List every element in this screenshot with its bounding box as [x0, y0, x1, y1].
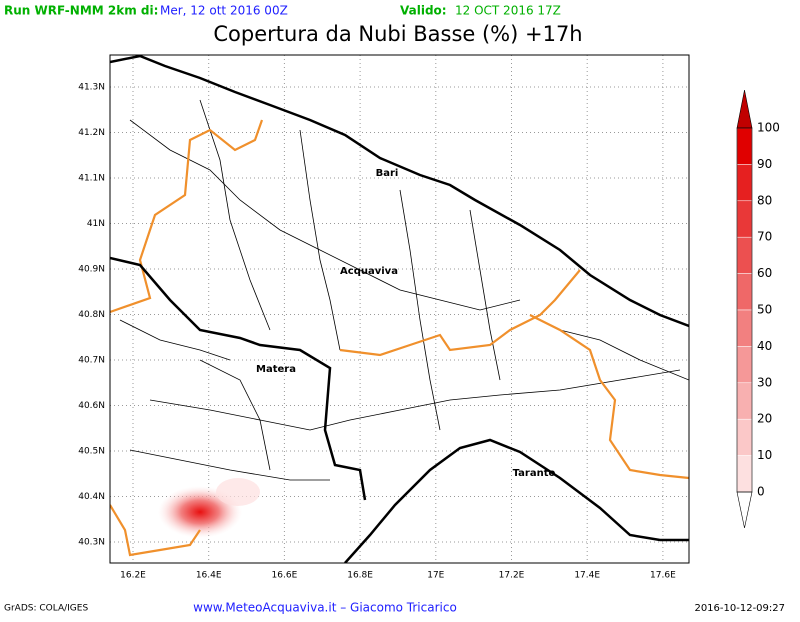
run-label: Run WRF-NMM 2km di: — [4, 4, 158, 18]
lat-label: 40.6N — [78, 401, 105, 411]
valid-label: Valido: — [400, 4, 447, 18]
lon-label: 17E — [427, 571, 444, 581]
lon-label: 17.6E — [650, 571, 676, 581]
lat-label: 41N — [87, 219, 105, 229]
colorbar-label: 0 — [757, 485, 765, 499]
colorbar-label: 100 — [757, 121, 780, 135]
map-body — [110, 55, 689, 563]
colorbar-label: 20 — [757, 412, 772, 426]
lon-label: 16.6E — [272, 571, 298, 581]
colorbar-box — [736, 273, 753, 311]
municipal-borders — [119, 99, 689, 481]
coastline — [110, 55, 689, 563]
colorbar-label: 70 — [757, 230, 772, 244]
colorbar-box — [736, 236, 753, 274]
cloud-area — [216, 478, 260, 506]
lat-label: 41.3N — [78, 83, 105, 93]
city-label: Acquaviva — [340, 266, 398, 277]
lat-label: 41.2N — [78, 128, 105, 138]
lat-label: 40.8N — [78, 310, 105, 320]
map-frame — [109, 54, 690, 564]
map-title: Copertura da Nubi Basse (%) +17h — [213, 22, 582, 46]
lon-label: 17.4E — [574, 571, 600, 581]
footer-right: 2016-10-12-09:27 — [694, 603, 785, 614]
colorbar-box — [736, 127, 753, 165]
footer-left: GrADS: COLA/IGES — [4, 604, 88, 614]
colorbar-box — [736, 309, 753, 347]
lat-label: 41.1N — [78, 174, 105, 184]
city-label: Taranto — [513, 468, 556, 479]
lat-label: 40.3N — [78, 538, 105, 548]
colorbar-label: 10 — [757, 448, 772, 462]
lat-label: 40.7N — [78, 356, 105, 366]
colorbar-label: 60 — [757, 266, 772, 280]
footer-center: www.MeteoAcquaviva.it – Giacomo Tricaric… — [193, 601, 457, 615]
colorbar-label: 40 — [757, 339, 772, 353]
colorbar-box — [736, 382, 753, 420]
colorbar-label: 80 — [757, 193, 772, 207]
lon-label: 17.2E — [499, 571, 525, 581]
axis-labels: 41.3N 41.2N 41.1N 41N 40.9N 40.8N 40.7N 40.6N 40… — [78, 83, 676, 581]
colorbar-label: 50 — [757, 303, 772, 317]
colorbar-box — [736, 164, 753, 202]
lat-label: 40.9N — [78, 265, 105, 275]
lat-label: 40.4N — [78, 492, 105, 502]
lon-label: 16.4E — [196, 571, 222, 581]
colorbar-frame — [736, 127, 753, 493]
lon-label: 16.8E — [347, 571, 373, 581]
colorbar-label: 30 — [757, 375, 772, 389]
colorbar-box — [736, 346, 753, 384]
colorbar-bottom — [736, 491, 753, 529]
valid-date: 12 OCT 2016 17Z — [455, 4, 561, 18]
colorbar-box — [736, 200, 753, 238]
city-label: Matera — [256, 364, 296, 375]
colorbar-box — [736, 455, 753, 493]
lat-label: 40.5N — [78, 447, 105, 457]
lon-label: 16.2E — [120, 571, 146, 581]
regional-borders — [110, 119, 689, 557]
colorbar-box — [736, 418, 753, 456]
city-label: Bari — [376, 168, 399, 179]
run-date: Mer, 12 ott 2016 00Z — [160, 4, 288, 18]
colorbar-top — [736, 89, 753, 129]
colorbar-label: 90 — [757, 157, 772, 171]
